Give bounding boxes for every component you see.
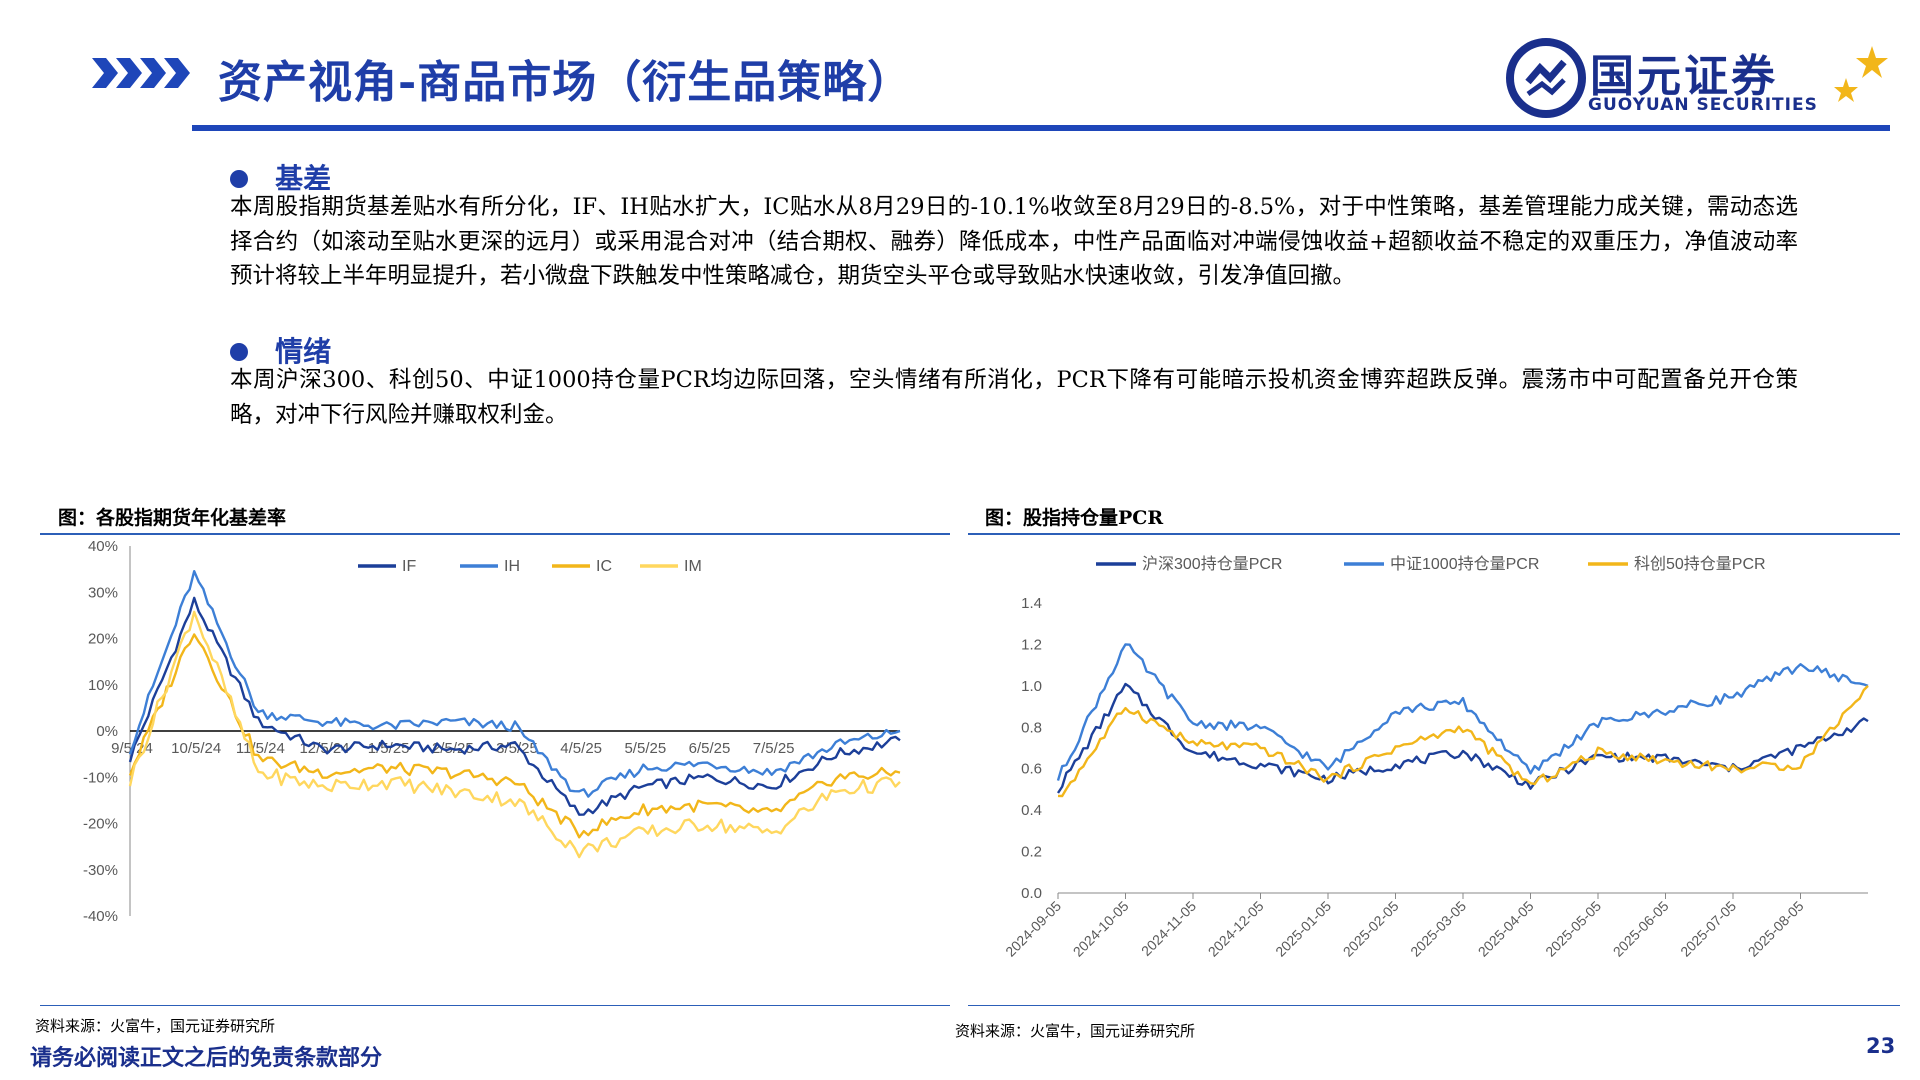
x-tick-label: 11/5/24	[236, 740, 285, 757]
y-tick-label: 0%	[96, 723, 118, 740]
x-tick-label: 4/5/25	[560, 740, 602, 757]
logo-chinese-name: 国元证券	[1590, 51, 1778, 102]
logo-english-name: GUOYUAN SECURITIES	[1588, 95, 1818, 115]
y-tick-label: 1.0	[1021, 678, 1042, 695]
y-tick-label: 1.4	[1021, 595, 1042, 612]
series-line-3	[1057, 685, 1869, 798]
x-tick-label: 2025-04-05	[1475, 898, 1537, 960]
page-title: 资产视角-商品市场（衍生品策略）	[218, 57, 913, 108]
left-chart-bottom-rule	[40, 1005, 950, 1006]
left-chart-rule	[40, 533, 950, 535]
right-chart-title: 图：股指持仓量PCR	[985, 507, 1164, 529]
left-chart-source: 资料来源：火富牛，国元证券研究所	[35, 1017, 276, 1035]
legend-label-ic: IC	[596, 558, 612, 575]
x-tick-label: 2024-09-05	[1002, 898, 1064, 960]
section-basis-text: 本周股指期货基差贴水有所分化，IF、IH贴水扩大，IC贴水从8月29日的-10.…	[230, 194, 1798, 289]
title-divider	[192, 125, 1890, 131]
x-tick-label: 6/5/25	[689, 740, 731, 757]
y-tick-label: 20%	[88, 631, 118, 648]
x-tick-label: 2025-07-05	[1677, 898, 1739, 960]
y-tick-label: 0.2	[1021, 844, 1042, 861]
x-tick-label: 2025-03-05	[1407, 898, 1469, 960]
y-tick-label: 0.4	[1021, 802, 1042, 819]
series-line-ih	[128, 570, 901, 798]
legend-label-if: IF	[402, 558, 416, 575]
section-sentiment-text: 本周沪深300、科创50、中证1000持仓量PCR均边际回落，空头情绪有所消化，…	[230, 367, 1798, 428]
y-tick-label: -30%	[83, 862, 118, 879]
star-ornament-icon	[1834, 46, 1888, 102]
chevron-arrows-icon	[92, 58, 190, 88]
series-line-im	[128, 610, 901, 859]
x-tick-label: 2024-10-05	[1070, 898, 1132, 960]
y-tick-label: 0.6	[1021, 761, 1042, 778]
legend-label-1: 沪深300持仓量PCR	[1142, 555, 1282, 573]
bullet-icon	[230, 343, 248, 361]
x-tick-label: 2025-02-05	[1340, 898, 1402, 960]
x-tick-label: 5/5/25	[624, 740, 666, 757]
legend-label-2: 中证1000持仓量PCR	[1390, 555, 1539, 573]
disclaimer-note: 请务必阅读正文之后的免责条款部分	[30, 1045, 383, 1071]
y-tick-label: 30%	[88, 584, 118, 601]
x-tick-label: 2024-12-05	[1205, 898, 1267, 960]
y-tick-label: 10%	[88, 677, 118, 694]
x-tick-label: 2025-06-05	[1610, 898, 1672, 960]
legend-label-3: 科创50持仓量PCR	[1634, 555, 1766, 573]
series-line-2	[1056, 643, 1869, 781]
x-tick-label: 2025-01-05	[1272, 898, 1334, 960]
right-chart-bottom-rule	[968, 1005, 1900, 1006]
section-basis-heading: 基差	[230, 157, 331, 197]
y-tick-label: 0.8	[1021, 719, 1042, 736]
x-tick-label: 3/5/25	[496, 740, 538, 757]
y-tick-label: -40%	[83, 908, 118, 925]
basis-rate-chart: 40%30%20%10%0%-10%-20%-30%-40%9/5/24 10/5…	[83, 538, 901, 925]
x-tick-label: 2025-08-05	[1745, 898, 1807, 960]
x-tick-label: 2025-05-05	[1542, 898, 1604, 960]
left-chart-title: 图：各股指期货年化基差率	[58, 507, 287, 529]
series-line-if	[128, 596, 901, 816]
guoyuan-logo-icon	[1506, 38, 1586, 118]
series-line-ic	[128, 633, 901, 839]
y-tick-label: 40%	[88, 538, 118, 555]
y-tick-label: -20%	[83, 816, 118, 833]
x-tick-label: 7/5/25	[753, 740, 795, 757]
right-chart-rule	[968, 533, 1900, 535]
x-tick-label: 2024-11-05	[1138, 898, 1199, 959]
page-number: 23	[1866, 1034, 1896, 1058]
section-sentiment-heading: 情绪	[230, 330, 331, 370]
legend-label-im: IM	[684, 558, 702, 575]
bullet-icon	[230, 170, 248, 188]
x-tick-label: 10/5/24	[171, 740, 221, 757]
y-tick-label: 1.2	[1021, 636, 1042, 653]
legend-label-ih: IH	[504, 558, 520, 575]
y-tick-label: 0.0	[1021, 885, 1042, 902]
right-chart-source: 资料来源：火富牛，国元证券研究所	[955, 1022, 1196, 1040]
y-tick-label: -10%	[83, 769, 118, 786]
